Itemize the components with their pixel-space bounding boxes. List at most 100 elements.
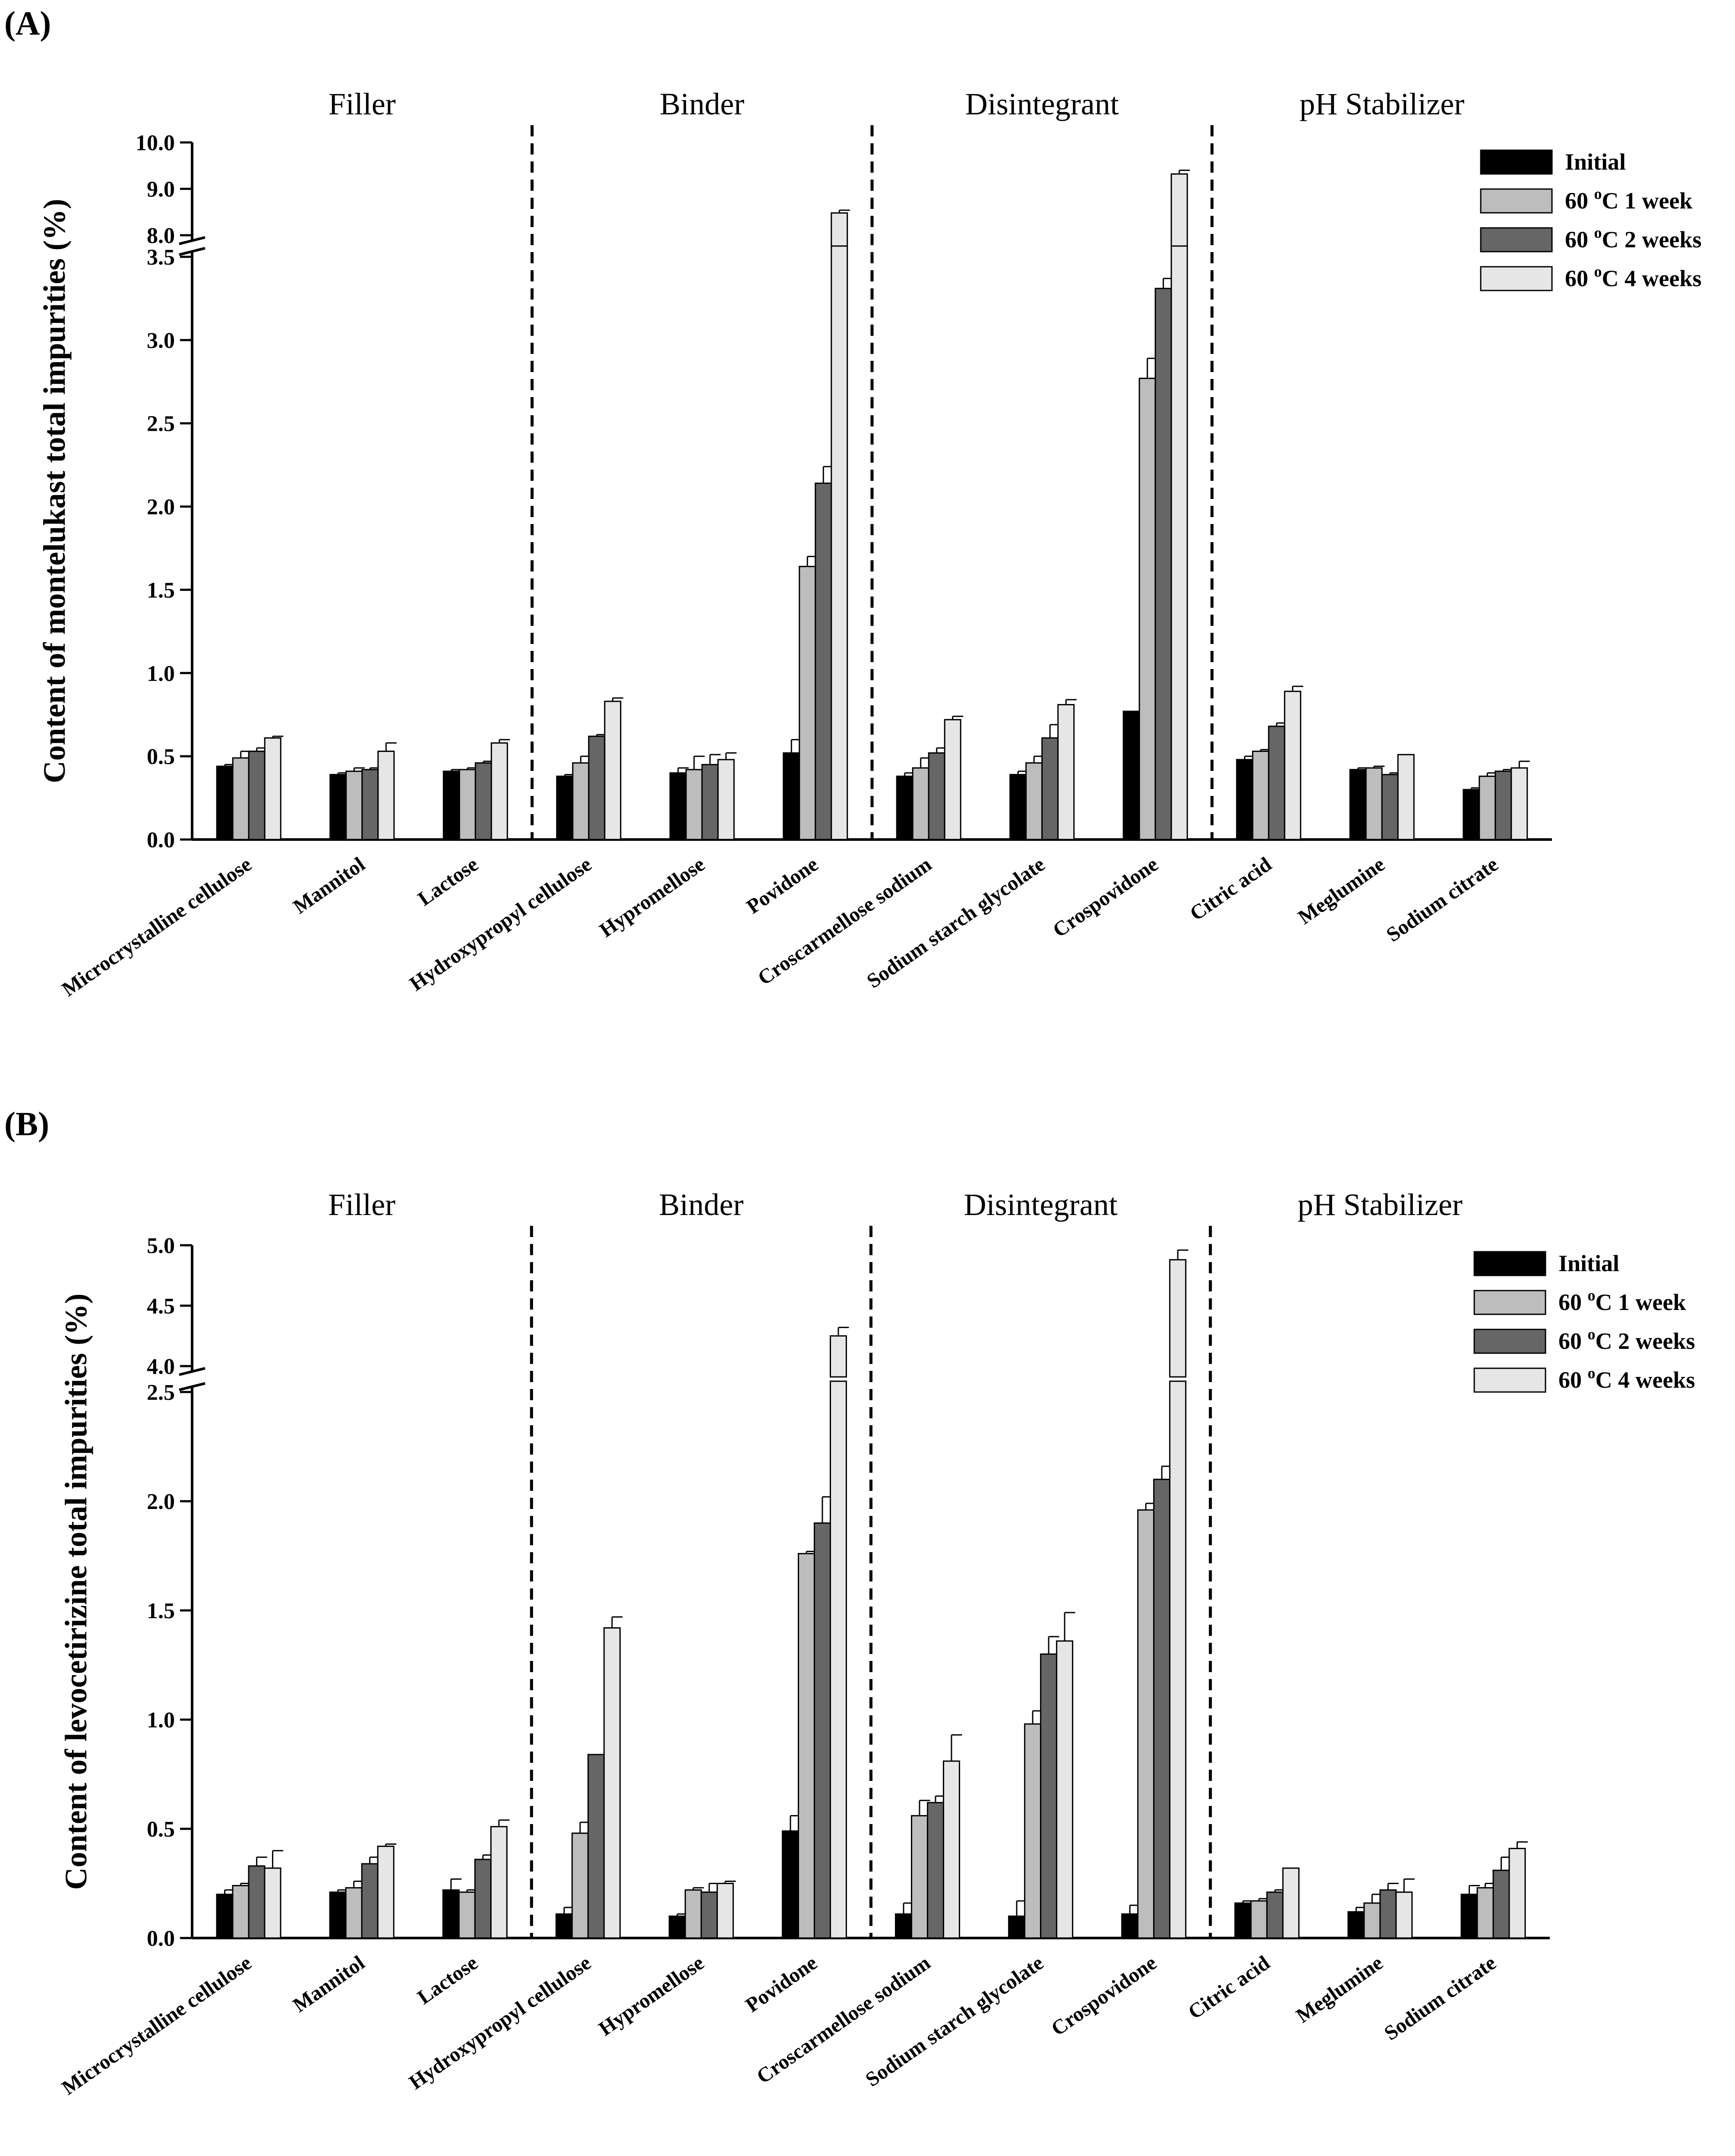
y-tick-label: 5.0 bbox=[147, 1234, 175, 1258]
y-tick-label: 4.5 bbox=[147, 1294, 175, 1319]
bar-4-0 bbox=[669, 772, 687, 840]
bar-5-1 bbox=[799, 565, 816, 840]
bar-9-3 bbox=[1284, 691, 1302, 840]
bar-7-3 bbox=[1057, 704, 1075, 840]
bar-4-2 bbox=[700, 1891, 718, 1939]
x-tick-label: Lactose bbox=[413, 1951, 482, 2009]
y-tick-label: 3.5 bbox=[147, 245, 175, 270]
legend-label-3: 60 oC 4 weeks bbox=[1558, 1364, 1695, 1393]
y-tick-label: 4.0 bbox=[147, 1354, 175, 1379]
chart-panel-b: (B) 0.0 0.5 1.0 1.5 2.0 2.54.0 4.5 5.0 Content of… bbox=[4, 1105, 1695, 2099]
y-tick-label: 1.5 bbox=[147, 578, 175, 603]
bar-8-1 bbox=[1138, 378, 1156, 840]
legend-label-2: 60 oC 2 weeks bbox=[1565, 224, 1701, 253]
bar-11-0 bbox=[1460, 1894, 1478, 1939]
bar-8-3-lower bbox=[1169, 1380, 1187, 1939]
bar-11-3 bbox=[1508, 1848, 1526, 1939]
bar-0-3 bbox=[264, 737, 281, 840]
bar-6-1 bbox=[911, 1815, 929, 1939]
bar-0-0 bbox=[216, 765, 234, 840]
legend-swatch-0 bbox=[1473, 1251, 1546, 1276]
bar-4-2 bbox=[701, 764, 719, 840]
bar-1-2 bbox=[361, 769, 379, 840]
bar-6-0 bbox=[895, 1913, 913, 1939]
x-tick-label: Sodium citrate bbox=[1382, 853, 1502, 947]
bar-0-0 bbox=[216, 1894, 234, 1939]
y-tick-label: 0.5 bbox=[147, 1817, 175, 1842]
legend-label-3: 60 oC 4 weeks bbox=[1565, 263, 1701, 291]
bar-6-2 bbox=[928, 752, 945, 840]
legend-swatch-3 bbox=[1480, 266, 1553, 291]
y-tick-label: 0.5 bbox=[147, 745, 175, 769]
bar-3-0 bbox=[555, 1913, 573, 1939]
bar-2-1 bbox=[458, 769, 476, 840]
bar-5-2 bbox=[815, 483, 832, 840]
bar-9-0 bbox=[1236, 759, 1254, 840]
bar-3-2 bbox=[587, 1754, 605, 1939]
panel-label: (B) bbox=[4, 1105, 49, 1143]
x-tick-label: Citric acid bbox=[1186, 852, 1276, 925]
bar-8-0 bbox=[1122, 710, 1140, 840]
x-tick-label: Lactose bbox=[414, 853, 482, 911]
y-tick-label: 0.0 bbox=[147, 1926, 175, 1951]
bar-7-1 bbox=[1025, 762, 1043, 840]
x-tick-label: Sodium citrate bbox=[1380, 1951, 1500, 2045]
group-label: pH Stabilizer bbox=[1299, 87, 1464, 121]
bar-10-1 bbox=[1365, 767, 1383, 840]
bar-1-0 bbox=[329, 774, 347, 840]
bar-3-2 bbox=[588, 736, 606, 840]
y-tick-label: 10.0 bbox=[136, 131, 175, 155]
legend-label-2: 60 oC 2 weeks bbox=[1558, 1326, 1695, 1354]
axis-break-mark bbox=[179, 1382, 205, 1391]
bar-0-2 bbox=[248, 751, 265, 840]
bar-5-0 bbox=[783, 752, 800, 840]
x-tick-label: Meglumine bbox=[1294, 853, 1389, 929]
x-tick-label: Meglumine bbox=[1292, 1951, 1387, 2027]
x-tick-label: Crospovidone bbox=[1047, 1951, 1161, 2041]
y-tick-label: 8.0 bbox=[147, 224, 175, 248]
bar-10-3 bbox=[1397, 754, 1415, 840]
x-tick-label: Povidone bbox=[741, 1951, 822, 2017]
group-label: pH Stabilizer bbox=[1298, 1187, 1463, 1222]
bar-2-2 bbox=[474, 762, 492, 840]
x-tick-label: Mannitol bbox=[289, 1951, 369, 2017]
bar-6-2 bbox=[927, 1802, 945, 1939]
bar-9-0 bbox=[1234, 1902, 1252, 1939]
bar-10-0 bbox=[1349, 769, 1367, 840]
bar-2-2 bbox=[474, 1859, 492, 1939]
bar-5-0 bbox=[781, 1830, 799, 1939]
bar-8-0 bbox=[1121, 1913, 1139, 1939]
x-tick-label: Microcrystalline cellulose bbox=[58, 853, 256, 1001]
bar-9-2 bbox=[1268, 726, 1286, 840]
legend-label-0: Initial bbox=[1558, 1250, 1619, 1276]
bar-2-1 bbox=[458, 1891, 476, 1939]
bar-1-3 bbox=[377, 1845, 395, 1939]
y-axis-label: Content of levocetirizine total impuriti… bbox=[59, 1294, 93, 1890]
x-tick-label: Mannitol bbox=[289, 853, 370, 919]
chart-panel-a: (A) 0.0 0.5 1.0 1.5 2.0 2.5 3.0 3.58.0 9.0 10.0 Con… bbox=[4, 4, 1701, 1001]
legend-label-0: Initial bbox=[1565, 149, 1626, 175]
axis-break-mark bbox=[179, 1367, 205, 1376]
x-tick-label: Hypromellose bbox=[595, 853, 709, 942]
bar-7-2 bbox=[1041, 737, 1059, 840]
y-tick-label: 2.5 bbox=[147, 412, 175, 436]
legend-swatch-1 bbox=[1480, 188, 1553, 214]
x-tick-label: Hydroxypropyl cellulose bbox=[405, 853, 596, 996]
group-label: Filler bbox=[329, 87, 396, 121]
bar-6-0 bbox=[896, 775, 913, 840]
group-label: Disintegrant bbox=[964, 1187, 1118, 1222]
y-tick-label: 2.0 bbox=[147, 1490, 175, 1514]
y-tick-label: 0.0 bbox=[147, 828, 175, 852]
bar-8-2 bbox=[1153, 1478, 1171, 1939]
bar-9-1 bbox=[1250, 1900, 1268, 1939]
bar-1-1 bbox=[345, 770, 363, 840]
bar-4-3 bbox=[717, 759, 735, 840]
bar-4-3 bbox=[716, 1883, 734, 1939]
bar-11-1 bbox=[1476, 1887, 1494, 1939]
x-tick-label: Citric acid bbox=[1184, 1951, 1274, 2023]
bar-3-0 bbox=[556, 775, 574, 840]
y-tick-label: 2.5 bbox=[147, 1380, 175, 1405]
bar-7-0 bbox=[1008, 1915, 1026, 1939]
bar-0-1 bbox=[232, 1885, 250, 1939]
legend-swatch-0 bbox=[1480, 149, 1553, 175]
